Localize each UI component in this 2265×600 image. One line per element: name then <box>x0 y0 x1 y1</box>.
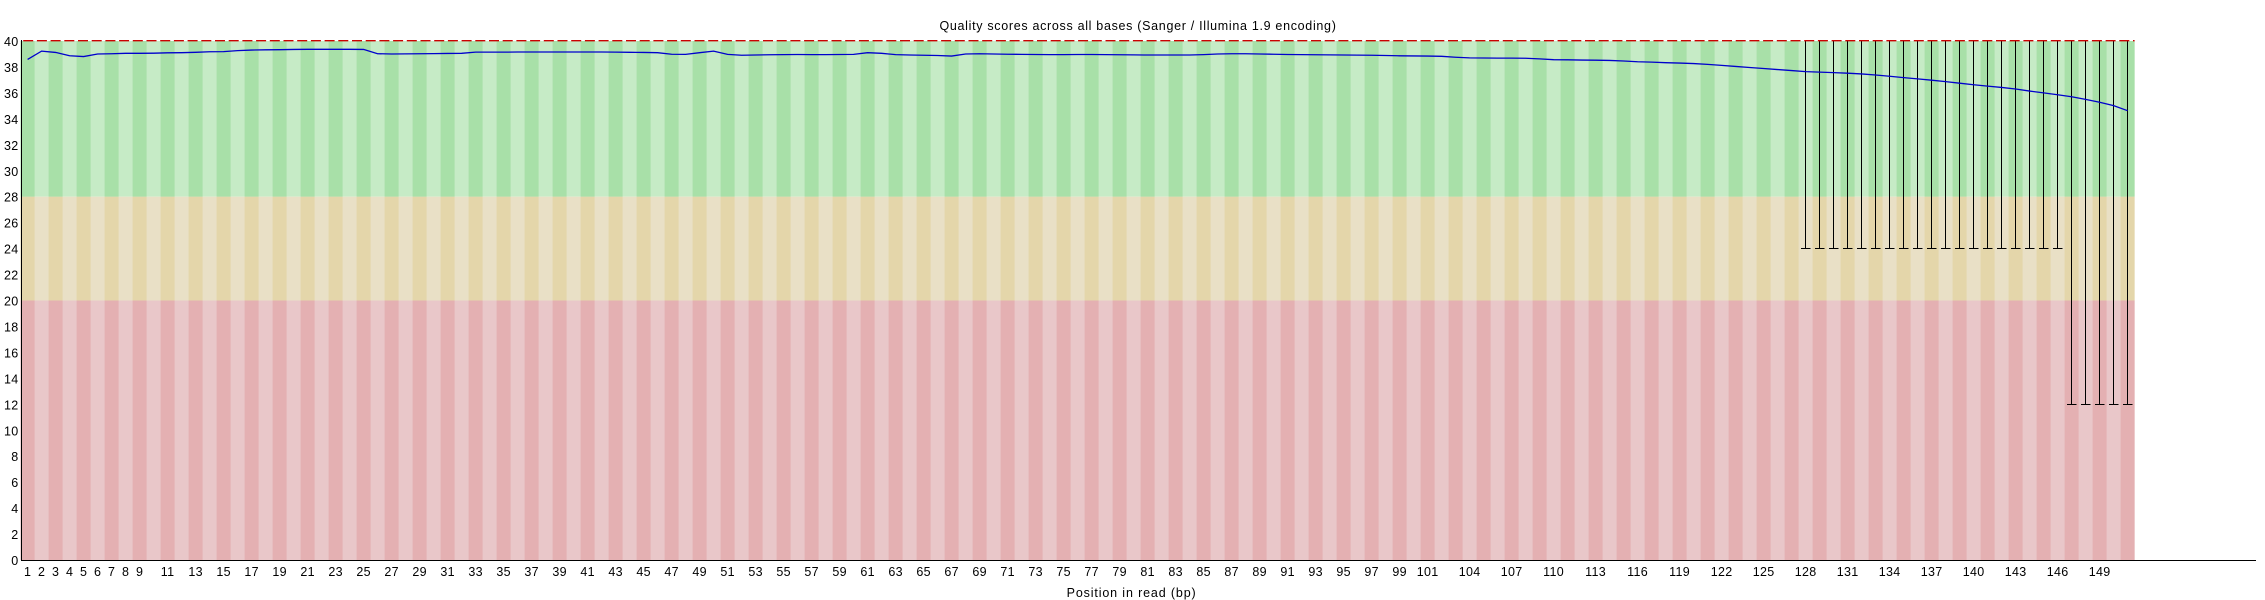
svg-text:140: 140 <box>1963 565 1985 579</box>
svg-text:4: 4 <box>66 565 73 579</box>
svg-text:2: 2 <box>11 528 18 542</box>
svg-text:39: 39 <box>552 565 567 579</box>
svg-text:25: 25 <box>356 565 371 579</box>
svg-text:19: 19 <box>272 565 287 579</box>
svg-text:9: 9 <box>136 565 143 579</box>
svg-text:53: 53 <box>748 565 763 579</box>
svg-text:113: 113 <box>1585 565 1606 579</box>
svg-text:45: 45 <box>636 565 651 579</box>
svg-text:75: 75 <box>1056 565 1071 579</box>
svg-text:104: 104 <box>1459 565 1481 579</box>
svg-text:8: 8 <box>11 450 18 464</box>
svg-text:131: 131 <box>1837 565 1859 579</box>
svg-text:87: 87 <box>1224 565 1239 579</box>
svg-text:107: 107 <box>1501 565 1523 579</box>
svg-text:43: 43 <box>608 565 623 579</box>
svg-text:55: 55 <box>776 565 791 579</box>
svg-text:32: 32 <box>4 139 19 153</box>
svg-text:23: 23 <box>328 565 343 579</box>
svg-text:12: 12 <box>4 398 19 412</box>
svg-text:30: 30 <box>4 165 19 179</box>
svg-text:143: 143 <box>2005 565 2027 579</box>
svg-text:146: 146 <box>2047 565 2069 579</box>
svg-text:Quality scores across all base: Quality scores across all bases (Sanger … <box>939 19 1336 33</box>
svg-text:29: 29 <box>412 565 427 579</box>
svg-text:36: 36 <box>4 87 19 101</box>
svg-text:17: 17 <box>244 565 259 579</box>
svg-text:49: 49 <box>692 565 707 579</box>
svg-text:73: 73 <box>1028 565 1043 579</box>
svg-text:79: 79 <box>1112 565 1127 579</box>
svg-text:34: 34 <box>4 113 19 127</box>
svg-text:93: 93 <box>1308 565 1323 579</box>
svg-text:134: 134 <box>1879 565 1901 579</box>
svg-text:24: 24 <box>4 243 19 257</box>
svg-text:14: 14 <box>4 372 19 386</box>
svg-text:101: 101 <box>1417 565 1439 579</box>
svg-text:7: 7 <box>108 565 115 579</box>
svg-text:99: 99 <box>1392 565 1407 579</box>
svg-text:69: 69 <box>972 565 987 579</box>
svg-text:116: 116 <box>1627 565 1648 579</box>
svg-text:41: 41 <box>580 565 595 579</box>
svg-text:35: 35 <box>496 565 511 579</box>
svg-text:18: 18 <box>4 320 19 334</box>
svg-text:77: 77 <box>1084 565 1099 579</box>
svg-text:95: 95 <box>1336 565 1351 579</box>
svg-text:81: 81 <box>1140 565 1155 579</box>
svg-text:65: 65 <box>916 565 931 579</box>
svg-text:122: 122 <box>1711 565 1733 579</box>
svg-text:51: 51 <box>720 565 735 579</box>
svg-text:149: 149 <box>2089 565 2111 579</box>
svg-text:20: 20 <box>4 295 19 309</box>
svg-text:63: 63 <box>888 565 903 579</box>
svg-text:2: 2 <box>38 565 45 579</box>
svg-text:15: 15 <box>216 565 231 579</box>
svg-text:128: 128 <box>1795 565 1817 579</box>
svg-text:5: 5 <box>80 565 87 579</box>
svg-text:67: 67 <box>944 565 959 579</box>
svg-text:21: 21 <box>300 565 315 579</box>
svg-text:10: 10 <box>4 424 19 438</box>
svg-text:Position in read (bp): Position in read (bp) <box>1067 586 1197 600</box>
svg-text:8: 8 <box>122 565 129 579</box>
svg-text:27: 27 <box>384 565 399 579</box>
svg-text:110: 110 <box>1543 565 1564 579</box>
svg-text:71: 71 <box>1000 565 1015 579</box>
svg-text:26: 26 <box>4 217 19 231</box>
svg-text:37: 37 <box>524 565 539 579</box>
svg-text:137: 137 <box>1921 565 1943 579</box>
svg-text:3: 3 <box>52 565 59 579</box>
svg-text:22: 22 <box>4 269 19 283</box>
svg-text:28: 28 <box>4 191 19 205</box>
svg-text:61: 61 <box>860 565 875 579</box>
svg-text:89: 89 <box>1252 565 1267 579</box>
svg-text:6: 6 <box>11 476 18 490</box>
svg-text:33: 33 <box>468 565 483 579</box>
svg-text:11: 11 <box>161 565 175 579</box>
svg-text:97: 97 <box>1364 565 1379 579</box>
svg-text:125: 125 <box>1753 565 1775 579</box>
svg-text:83: 83 <box>1168 565 1183 579</box>
svg-text:119: 119 <box>1669 565 1690 579</box>
svg-text:4: 4 <box>11 502 18 516</box>
svg-text:40: 40 <box>4 35 19 49</box>
svg-text:47: 47 <box>664 565 679 579</box>
svg-text:57: 57 <box>804 565 819 579</box>
svg-text:0: 0 <box>11 554 18 568</box>
svg-text:38: 38 <box>4 61 19 75</box>
svg-text:6: 6 <box>94 565 101 579</box>
svg-text:59: 59 <box>832 565 847 579</box>
svg-text:31: 31 <box>440 565 455 579</box>
svg-text:91: 91 <box>1280 565 1295 579</box>
svg-text:13: 13 <box>188 565 203 579</box>
svg-text:1: 1 <box>24 565 31 579</box>
svg-text:16: 16 <box>4 346 19 360</box>
svg-text:85: 85 <box>1196 565 1211 579</box>
